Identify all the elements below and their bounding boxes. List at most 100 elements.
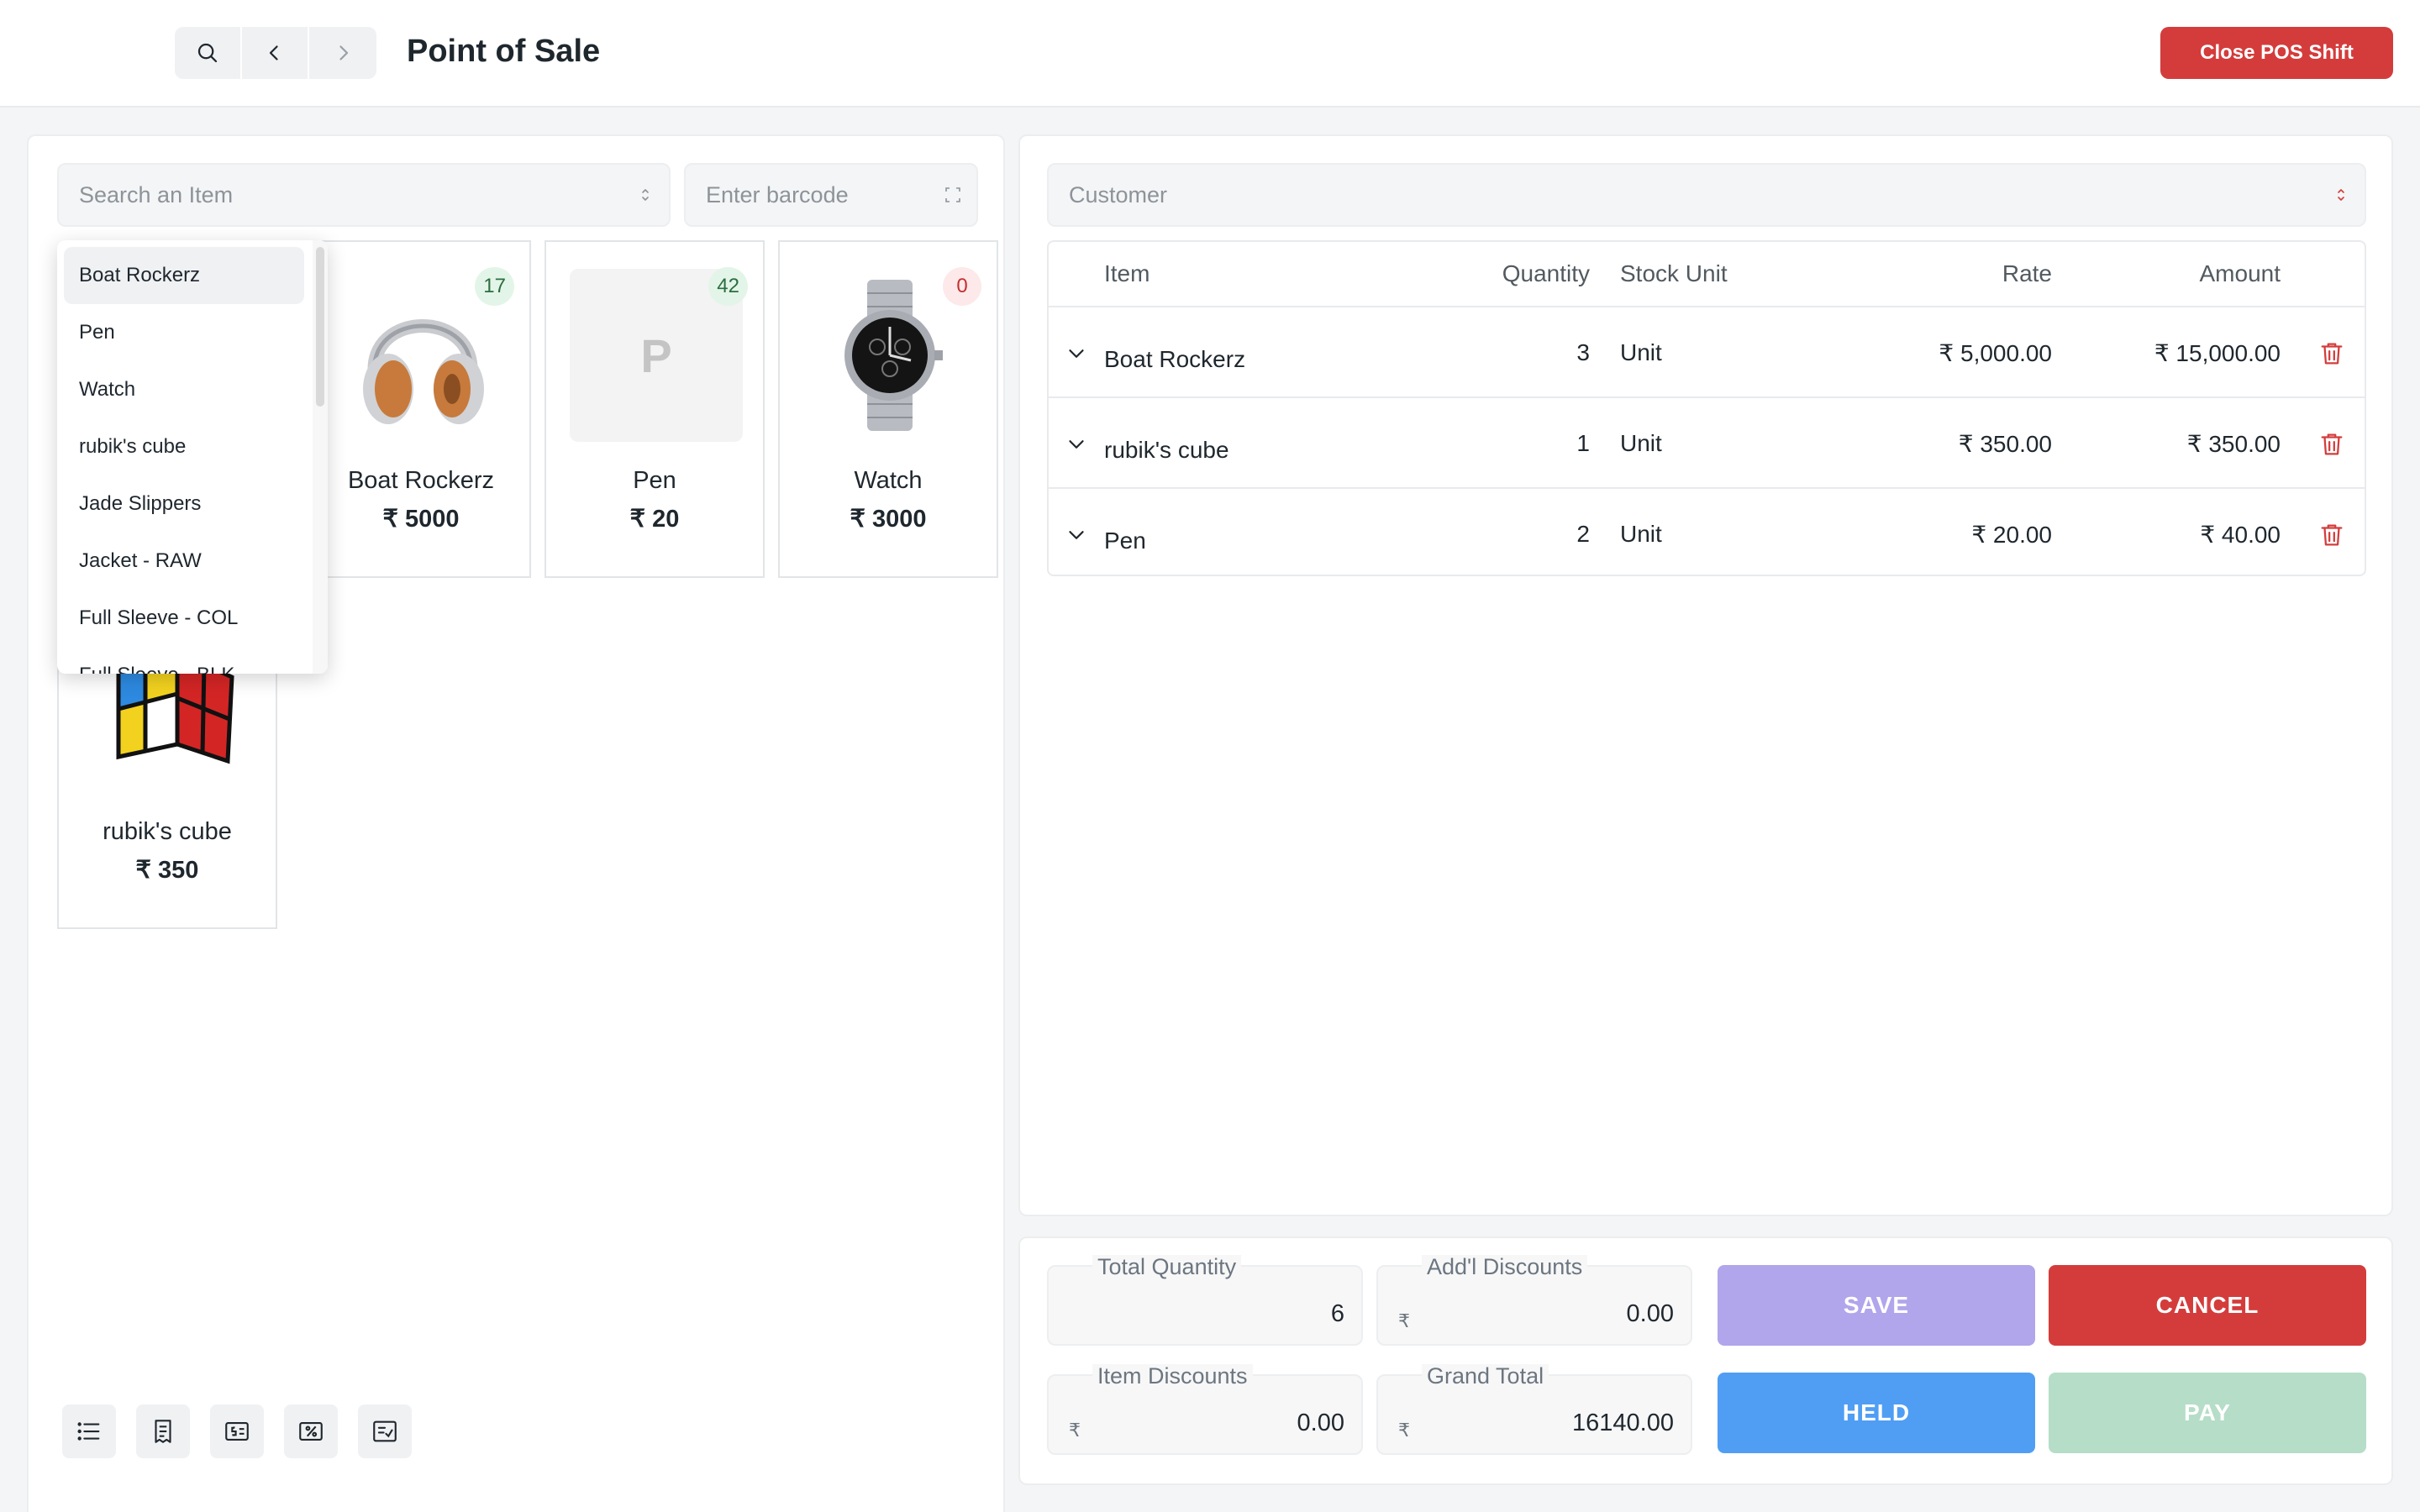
discount-icon [299,1422,323,1441]
cart-table-header: Item Quantity Stock Unit Rate Amount [1049,242,2365,307]
item-card-price: ₹ 3000 [850,506,927,533]
total-quantity-label: Total Quantity [1092,1255,1242,1278]
grand-total-field: Grand Total ₹ 16140.00 [1376,1364,1692,1455]
scrollbar-thumb[interactable] [316,247,324,407]
item-card[interactable]: 0 Watch ₹ 3000 [778,240,998,578]
payment-button[interactable] [210,1404,264,1458]
cart-row[interactable]: Pen 2 Unit ₹ 20.00 ₹ 40.00 [1049,491,2365,580]
cart-item-name: Boat Rockerz [1104,346,1246,372]
held-button[interactable]: HELD [1718,1373,2035,1453]
customer-input[interactable]: Customer [1047,163,2366,227]
page-title: Point of Sale [407,34,601,69]
chevron-down-icon[interactable] [1064,522,1089,548]
checklist-button[interactable] [358,1404,412,1458]
dropdown-option[interactable]: Full Sleeve - BLK [64,647,304,674]
grand-total-label: Grand Total [1422,1364,1549,1388]
dropdown-option[interactable]: Jade Slippers [79,492,202,515]
cart-item-amount: ₹ 350.00 [2186,431,2281,457]
item-discounts-label: Item Discounts [1092,1364,1253,1388]
cart-row[interactable]: rubik's cube 1 Unit ₹ 350.00 ₹ 350.00 [1049,400,2365,489]
column-header-quantity: Quantity [1502,260,1590,286]
item-search-placeholder: Search an Item [79,181,234,207]
item-card[interactable]: 17 Boat Rockerz ₹ 5000 [311,240,531,578]
cart-item-rate: ₹ 5,000.00 [1939,340,2052,366]
cart-item-unit: Unit [1620,430,1662,456]
trash-icon[interactable] [2317,430,2346,459]
cart-item-unit: Unit [1620,339,1662,365]
discount-button[interactable] [284,1404,338,1458]
back-button[interactable] [242,27,309,79]
pay-button[interactable]: PAY [2049,1373,2366,1453]
item-card-name: Pen [633,467,676,494]
headphones-image [336,269,509,442]
forward-button[interactable] [309,27,376,79]
cart-item-name: rubik's cube [1104,437,1229,463]
orders-button[interactable] [136,1404,190,1458]
item-selector-panel: Search an Item Enter barcode 17 Boat Roc… [27,134,1005,1512]
save-button[interactable]: SAVE [1718,1265,2035,1346]
dropdown-option[interactable]: Pen [79,321,115,344]
trash-icon[interactable] [2317,521,2346,549]
stock-badge: 0 [943,267,981,306]
dropdown-option[interactable]: rubik's cube [79,435,187,458]
cancel-button[interactable]: CANCEL [2049,1265,2366,1346]
currency-symbol: ₹ [1398,1310,1410,1331]
totals-panel: Total Quantity 6 Add'l Discounts ₹ 0.00 … [1018,1236,2393,1485]
cart-item-quantity: 1 [1576,430,1590,456]
cart-item-amount: ₹ 40.00 [2200,522,2281,548]
chevron-down-icon[interactable] [1064,432,1089,457]
receipt-icon [155,1420,171,1443]
customer-placeholder: Customer [1069,181,1168,207]
item-list-button[interactable] [62,1404,116,1458]
nav-button-group [175,27,376,79]
item-discounts-value: 0.00 [1297,1410,1344,1436]
barcode-placeholder: Enter barcode [706,181,849,207]
total-quantity-field: Total Quantity 6 [1047,1255,1363,1346]
cart-table: Item Quantity Stock Unit Rate Amount Boa… [1047,240,2366,576]
cart-item-amount: ₹ 15,000.00 [2154,340,2281,366]
barcode-input[interactable]: Enter barcode [684,163,978,227]
item-search-dropdown: Boat Rockerz Pen Watch rubik's cube Jade… [57,240,328,674]
search-icon [197,43,218,63]
trash-icon[interactable] [2317,339,2346,368]
search-button[interactable] [175,27,242,79]
dropdown-option[interactable]: Jacket - RAW [79,549,202,572]
dropdown-scrollbar[interactable] [313,240,328,674]
cart-item-name: Pen [1104,528,1146,554]
column-header-amount: Amount [2199,260,2281,286]
close-pos-shift-button[interactable]: Close POS Shift [2160,27,2393,79]
scan-icon [943,185,963,205]
addl-discounts-label: Add'l Discounts [1422,1255,1588,1278]
dropdown-option-list: Boat Rockerz Pen Watch rubik's cube Jade… [64,247,304,674]
cart-item-rate: ₹ 350.00 [1958,431,2052,457]
top-bar: Point of Sale Close POS Shift [0,0,2420,108]
chevron-left-icon [269,45,278,60]
checklist-icon [373,1420,397,1442]
dropdown-option[interactable]: Watch [79,378,136,401]
cart-row[interactable]: Boat Rockerz 3 Unit ₹ 5,000.00 ₹ 15,000.… [1049,309,2365,398]
list-icon [77,1422,100,1441]
item-card[interactable]: P 42 Pen ₹ 20 [544,240,765,578]
item-card-name: Boat Rockerz [347,467,495,494]
item-card-price: ₹ 20 [629,506,680,533]
dropdown-option[interactable]: Boat Rockerz [64,247,304,304]
wristwatch-image [803,269,976,442]
cart-item-quantity: 3 [1576,339,1590,365]
item-card-price: ₹ 5000 [382,506,460,533]
cash-icon [225,1422,249,1441]
addl-discounts-field[interactable]: Add'l Discounts ₹ 0.00 [1376,1255,1692,1346]
item-search-input[interactable]: Search an Item [57,163,671,227]
item-card-name: Watch [854,467,923,494]
grand-total-value: 16140.00 [1572,1410,1674,1436]
cart-panel: Customer Item Quantity Stock Unit Rate A… [1018,134,2393,1216]
dropdown-option[interactable]: Full Sleeve - COL [79,606,239,629]
item-card-name: rubik's cube [103,818,232,845]
column-header-stock-unit: Stock Unit [1620,260,1728,286]
column-header-item: Item [1104,260,1150,286]
chevron-down-icon[interactable] [1064,341,1089,366]
currency-symbol: ₹ [1069,1420,1081,1441]
stock-badge: 42 [708,267,748,306]
select-arrows-icon [2331,185,2351,205]
total-quantity-value: 6 [1330,1300,1344,1327]
item-discounts-field: Item Discounts ₹ 0.00 [1047,1364,1363,1455]
